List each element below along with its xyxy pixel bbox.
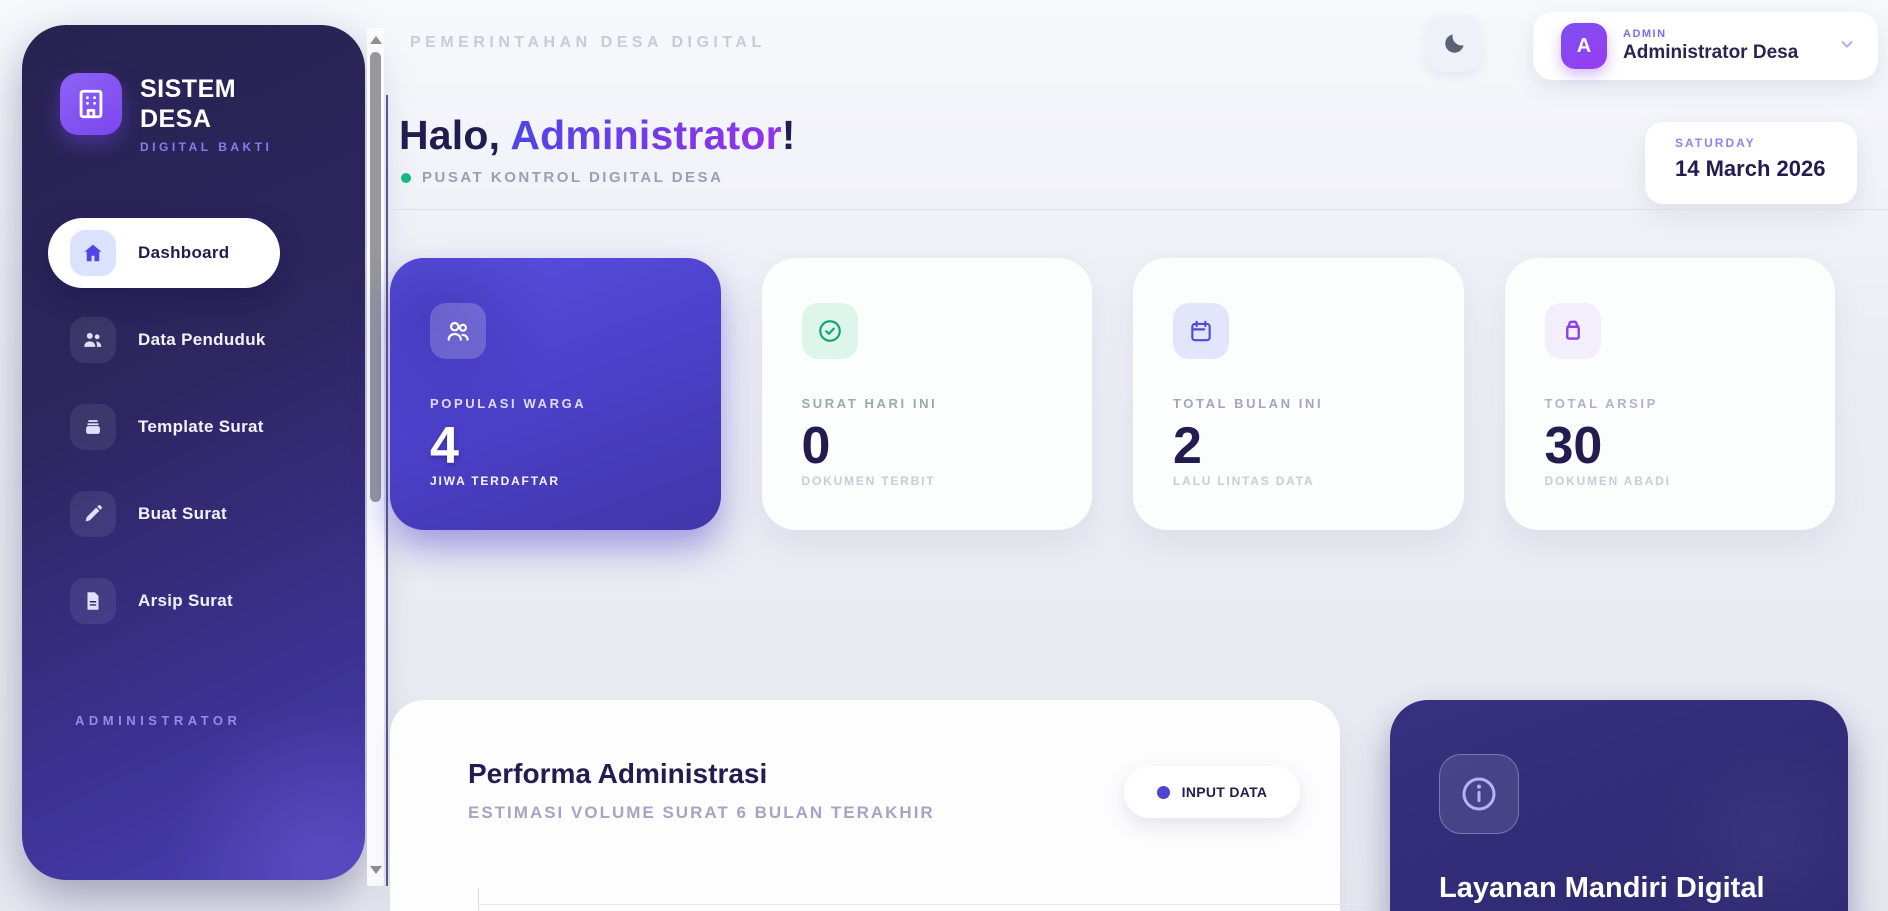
layanan-mandiri-card[interactable]: Layanan Mandiri Digital bbox=[1390, 700, 1848, 911]
sidebar-item-label: Template Surat bbox=[138, 417, 264, 436]
sidebar-item-label: Arsip Surat bbox=[138, 591, 233, 610]
input-data-legend[interactable]: INPUT DATA bbox=[1124, 766, 1300, 818]
scroll-up-arrow[interactable] bbox=[370, 36, 382, 44]
user-name: Administrator Desa bbox=[1623, 42, 1799, 63]
people-icon bbox=[70, 317, 116, 363]
vertical-scrollbar[interactable] bbox=[367, 28, 384, 886]
info-icon bbox=[1439, 754, 1519, 834]
stat-label: SURAT HARI INI bbox=[801, 396, 938, 411]
greeting-heading: Halo, Administrator! bbox=[399, 112, 796, 158]
sidebar-item-label: Data Penduduk bbox=[138, 330, 266, 349]
status-text: PUSAT KONTROL DIGITAL DESA bbox=[422, 169, 724, 186]
brand-text: SISTEM DESA DIGITAL BAKTI bbox=[140, 73, 272, 154]
performance-subtitle: ESTIMASI VOLUME SURAT 6 BULAN TERAKHIR bbox=[468, 803, 935, 822]
stat-sublabel: DOKUMEN TERBIT bbox=[801, 474, 936, 488]
stats-row: POPULASI WARGA 4 JIWA TERDAFTAR SURAT HA… bbox=[390, 258, 1835, 530]
chart-y-axis bbox=[478, 888, 479, 911]
avatar: A bbox=[1561, 23, 1607, 69]
stat-card-surat-hari-ini: SURAT HARI INI 0 DOKUMEN TERBIT bbox=[761, 258, 1092, 530]
chevron-down-icon bbox=[1838, 35, 1856, 58]
dark-mode-toggle[interactable] bbox=[1426, 16, 1482, 72]
stat-value: 0 bbox=[801, 417, 831, 475]
check-circle-icon bbox=[801, 303, 858, 359]
service-title: Layanan Mandiri Digital bbox=[1439, 872, 1765, 904]
pencil-icon bbox=[70, 491, 116, 537]
stat-value: 4 bbox=[430, 417, 459, 475]
stat-sublabel: DOKUMEN ABADI bbox=[1544, 474, 1671, 488]
scroll-down-arrow[interactable] bbox=[370, 866, 382, 874]
stat-value: 30 bbox=[1544, 417, 1603, 475]
stat-card-total-bulan: TOTAL BULAN INI 2 LALU LINTAS DATA bbox=[1133, 258, 1464, 530]
home-icon bbox=[70, 230, 116, 276]
moon-icon bbox=[1445, 34, 1464, 53]
section-divider bbox=[390, 209, 1888, 210]
greeting-username: Administrator bbox=[510, 112, 782, 158]
building-icon bbox=[60, 73, 122, 135]
calendar-icon bbox=[1173, 303, 1229, 359]
status-line: PUSAT KONTROL DIGITAL DESA bbox=[401, 169, 723, 186]
status-dot-icon bbox=[401, 172, 411, 183]
sidebar-item-label: Dashboard bbox=[138, 243, 230, 262]
stat-value: 2 bbox=[1173, 417, 1202, 475]
stat-card-populasi: POPULASI WARGA 4 JIWA TERDAFTAR bbox=[390, 258, 721, 530]
sidebar-nav: Dashboard Data Penduduk Template Surat B… bbox=[48, 218, 339, 653]
archive-icon bbox=[1544, 303, 1601, 359]
page-title: PEMERINTAHAN DESA DIGITAL bbox=[410, 34, 766, 51]
performance-card: Performa Administrasi ESTIMASI VOLUME SU… bbox=[390, 700, 1600, 911]
stat-card-total-arsip: TOTAL ARSIP 30 DOKUMEN ABADI bbox=[1504, 258, 1835, 530]
sidebar-item-label: Buat Surat bbox=[138, 504, 227, 523]
brand: SISTEM DESA DIGITAL BAKTI bbox=[60, 73, 272, 154]
chart-x-axis bbox=[478, 904, 1600, 905]
printer-icon bbox=[70, 404, 116, 450]
stat-sublabel: LALU LINTAS DATA bbox=[1173, 474, 1315, 488]
sidebar-item-buat-surat[interactable]: Buat Surat bbox=[48, 479, 339, 549]
content-edge-divider bbox=[386, 95, 388, 886]
stat-label: TOTAL ARSIP bbox=[1544, 396, 1658, 411]
user-role: ADMIN bbox=[1623, 28, 1667, 40]
performance-title: Performa Administrasi bbox=[468, 758, 768, 789]
stat-sublabel: JIWA TERDAFTAR bbox=[430, 474, 560, 488]
stat-label: TOTAL BULAN INI bbox=[1173, 396, 1324, 411]
brand-subtitle: DIGITAL BAKTI bbox=[140, 140, 273, 154]
sidebar-item-dashboard[interactable]: Dashboard bbox=[48, 218, 280, 288]
legend-dot-icon bbox=[1156, 785, 1170, 799]
people-icon bbox=[430, 303, 486, 359]
sidebar-item-data-penduduk[interactable]: Data Penduduk bbox=[48, 305, 339, 375]
legend-label: INPUT DATA bbox=[1181, 784, 1268, 800]
sidebar-item-template-surat[interactable]: Template Surat bbox=[48, 392, 339, 462]
date-card: SATURDAY 14 March 2026 bbox=[1645, 122, 1857, 204]
date-weekday: SATURDAY bbox=[1675, 136, 1756, 150]
sidebar: SISTEM DESA DIGITAL BAKTI Dashboard Data… bbox=[22, 25, 365, 880]
scrollbar-thumb[interactable] bbox=[370, 52, 381, 502]
document-icon bbox=[70, 578, 116, 624]
user-meta: ADMIN Administrator Desa bbox=[1623, 28, 1822, 64]
user-menu[interactable]: A ADMIN Administrator Desa bbox=[1533, 12, 1878, 80]
sidebar-role-label: ADMINISTRATOR bbox=[75, 713, 242, 728]
date-value: 14 March 2026 bbox=[1675, 156, 1826, 181]
stat-label: POPULASI WARGA bbox=[430, 396, 587, 411]
sidebar-item-arsip-surat[interactable]: Arsip Surat bbox=[48, 566, 339, 636]
brand-title: SISTEM DESA bbox=[140, 75, 237, 133]
